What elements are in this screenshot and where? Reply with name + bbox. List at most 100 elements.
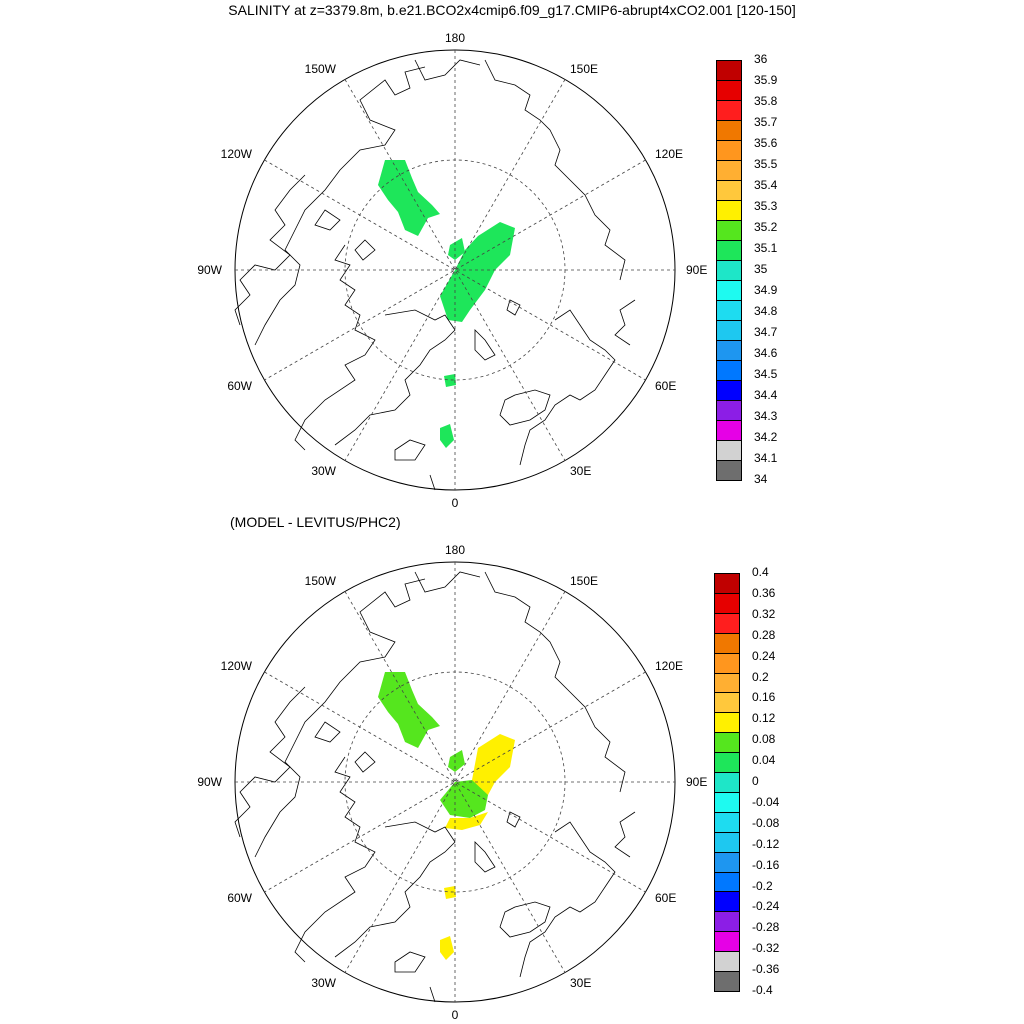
colorbar-swatch [716, 200, 742, 221]
lon-label-top: 180 [445, 31, 465, 45]
diff-patch-canada-basin [378, 672, 440, 748]
lon-label-60e: 60E [655, 891, 676, 905]
colorbar-swatch [716, 460, 742, 481]
colorbar-swatch [716, 140, 742, 161]
colorbar-swatch [714, 831, 740, 853]
colorbar-tick-label: -0.16 [752, 857, 780, 872]
colorbar-swatch [714, 632, 740, 654]
graticule-meridians [235, 50, 675, 490]
salinity-field-patches [378, 160, 515, 448]
difference-colorbar: 0.4 0.36 0.32 0.28 0.24 0.2 0.16 0.12 0.08 0.04 0 -… [714, 565, 779, 997]
colorbar-tick-label: -0.04 [752, 794, 780, 809]
colorbar-tick-label: 34.9 [754, 283, 778, 297]
colorbar-tick-label: 0.04 [752, 753, 776, 768]
land-coastlines [234, 571, 636, 1003]
colorbar-tick-label: 34.5 [754, 367, 778, 381]
salinity-patch-fram [444, 374, 456, 387]
colorbar-tick-label: 0.2 [752, 669, 769, 684]
colorbar-swatch [716, 120, 742, 141]
graticule-meridians [235, 562, 675, 1002]
colorbar-swatch [714, 811, 740, 833]
colorbar-swatch [714, 911, 740, 933]
salinity-map: 180 0 90W 90E 150W 120W 150E 120E 60W 30… [197, 31, 707, 510]
colorbar-tick-label: -0.24 [752, 899, 780, 914]
lon-label-top: 180 [445, 543, 465, 557]
salinity-patch-canada-basin [378, 160, 440, 236]
colorbar-swatch [716, 180, 742, 201]
colorbar-swatch [714, 692, 740, 714]
colorbar-swatch [714, 951, 740, 973]
colorbar-tick-label: 35.5 [754, 157, 778, 171]
difference-map: 180 0 90W 90E 150W 120W 150E 120E 60W 30… [197, 543, 707, 1022]
lon-label-150e: 150E [570, 574, 598, 588]
colorbar-tick-label: 0.08 [752, 732, 776, 747]
colorbar-tick-label: 34.4 [754, 388, 778, 402]
colorbar-tick-label: 35.4 [754, 178, 778, 192]
difference-field-patches [378, 672, 515, 960]
colorbar-swatch [714, 652, 740, 674]
colorbar-tick-label: 0.24 [752, 648, 776, 663]
diff-patch-norwegian [440, 936, 454, 960]
colorbar-swatch [716, 280, 742, 301]
lon-label-150w: 150W [305, 574, 337, 588]
colorbar-swatch [716, 440, 742, 461]
colorbar-swatch [716, 320, 742, 341]
colorbar-swatch [716, 300, 742, 321]
colorbar-swatch [716, 220, 742, 241]
colorbar-tick-label: 35.6 [754, 136, 778, 150]
colorbar-tick-label: 35.2 [754, 220, 778, 234]
colorbar-swatch [714, 851, 740, 873]
colorbar-tick-label: 36 [754, 52, 768, 66]
lon-label-120w: 120W [221, 659, 253, 673]
colorbar-swatch [714, 891, 740, 913]
lon-label-bottom: 0 [452, 1008, 459, 1022]
lon-label-30w: 30W [311, 976, 336, 990]
lon-label-bottom: 0 [452, 496, 459, 510]
colorbar-tick-label: -0.08 [752, 815, 780, 830]
lon-label-60w: 60W [227, 379, 252, 393]
colorbar-tick-label: 35.7 [754, 115, 778, 129]
colorbar-tick-label: -0.12 [752, 836, 780, 851]
lon-label-right: 90E [686, 263, 707, 277]
colorbar-swatch [714, 871, 740, 893]
lon-label-120w: 120W [221, 147, 253, 161]
colorbar-swatch [714, 592, 740, 614]
colorbar-swatch [716, 240, 742, 261]
colorbar-swatch [714, 732, 740, 754]
diff-patch-eurasian-green [440, 780, 488, 818]
lon-label-30e: 30E [570, 976, 591, 990]
colorbar-tick-label: 34.3 [754, 409, 778, 423]
colorbar-swatch [714, 791, 740, 813]
colorbar-tick-label: -0.4 [752, 983, 773, 997]
colorbar-swatch [716, 400, 742, 421]
colorbar-swatch [716, 260, 742, 281]
colorbar-tick-label: 34.8 [754, 304, 778, 318]
colorbar-tick-label: 34.1 [754, 451, 778, 465]
diff-patch-strip-yellow [445, 812, 488, 830]
colorbar-tick-label: 0.36 [752, 585, 776, 600]
salinity-patch-norwegian [440, 424, 454, 448]
colorbar-tick-label: 0 [752, 774, 759, 788]
lon-label-150e: 150E [570, 62, 598, 76]
colorbar-tick-label: 34.7 [754, 325, 778, 339]
colorbar-tick-label: 34.2 [754, 430, 778, 444]
colorbar-tick-label: 35.1 [754, 241, 778, 255]
salinity-patch-eurasian-basin [440, 222, 515, 322]
lon-label-right: 90E [686, 775, 707, 789]
colorbar-tick-label: 0.28 [752, 627, 776, 642]
colorbar-swatch [714, 931, 740, 953]
colorbar-tick-label: 34 [754, 472, 768, 486]
colorbar-tick-label: 34.6 [754, 346, 778, 360]
colorbar-swatch [714, 712, 740, 734]
colorbar-tick-label: 35.9 [754, 73, 778, 87]
land-coastlines [234, 59, 636, 491]
lon-label-left: 90W [197, 775, 222, 789]
colorbar-tick-label: 0.12 [752, 711, 776, 726]
colorbar-swatch [714, 573, 740, 594]
colorbar-tick-label: 0.4 [752, 565, 769, 579]
colorbar-swatch [716, 100, 742, 121]
lon-label-150w: 150W [305, 62, 337, 76]
colorbar-tick-label: 35.8 [754, 94, 778, 108]
colorbar-swatch [716, 60, 742, 81]
